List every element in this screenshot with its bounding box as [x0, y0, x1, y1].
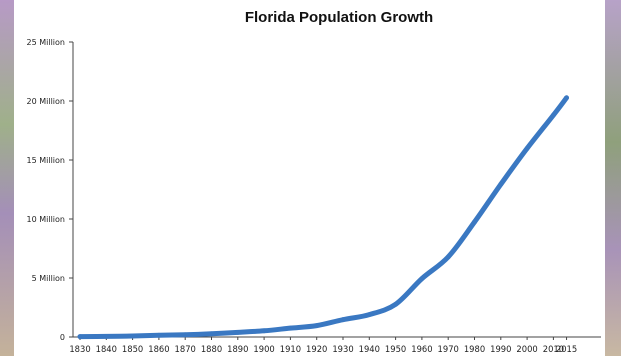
- data-point: [551, 112, 556, 118]
- x-tick-label: 1860: [148, 344, 169, 354]
- data-point: [182, 332, 188, 338]
- chart-card: Florida Population Growth 0 5 Million 10 M…: [14, 0, 605, 356]
- x-tick-label: 1910: [280, 344, 301, 354]
- x-tick-label: 2010: [543, 344, 564, 354]
- x-tick-label: 1900: [253, 344, 274, 354]
- data-point: [235, 330, 241, 335]
- data-point: [261, 328, 267, 334]
- x-tick-label: 1930: [332, 344, 353, 354]
- population-series-line: [77, 95, 569, 340]
- data-point: [366, 312, 372, 317]
- data-point: [77, 334, 83, 339]
- data-point: [445, 254, 451, 260]
- x-tick-label: 1880: [201, 344, 222, 354]
- chart-title: Florida Population Growth: [245, 9, 433, 26]
- data-point: [564, 95, 569, 101]
- y-tick-label: 0: [60, 333, 65, 342]
- data-point: [156, 332, 162, 338]
- x-tick-label: 1940: [359, 344, 380, 354]
- x-tick-label: 1850: [122, 344, 143, 354]
- data-point: [393, 301, 398, 307]
- x-tick-label: 2000: [516, 344, 537, 354]
- x-tick-label: 1830: [69, 344, 90, 354]
- y-tick-label: 15 Million: [27, 156, 65, 165]
- data-point: [209, 331, 214, 337]
- x-tick-label: 1980: [464, 344, 485, 354]
- population-line-chart: Florida Population Growth 0 5 Million 10 M…: [27, 9, 601, 354]
- background-left-edge: [0, 0, 14, 356]
- background-right-edge: [605, 0, 621, 356]
- y-tick-label: 10 Million: [27, 215, 65, 224]
- x-tick-label: 1950: [385, 344, 406, 354]
- y-tick-label: 25 Million: [27, 38, 65, 47]
- series-group: [77, 95, 569, 340]
- x-tick-label: 1890: [227, 344, 248, 354]
- data-point: [130, 333, 135, 339]
- data-point: [340, 317, 346, 323]
- x-tick-label: 1920: [306, 344, 327, 354]
- y-tick-label: 20 Million: [27, 97, 65, 106]
- x-tick-label: 2015: [556, 344, 577, 354]
- data-point: [288, 325, 293, 331]
- x-tick-label: 1840: [96, 344, 117, 354]
- y-axis: 0 5 Million 10 Million 15 Million 20 Million…: [27, 38, 74, 342]
- x-tick-label: 1960: [411, 344, 432, 354]
- data-point: [498, 181, 504, 187]
- data-point: [419, 276, 425, 281]
- data-point: [472, 219, 477, 225]
- y-tick-label: 5 Million: [32, 274, 65, 283]
- data-point: [103, 334, 109, 339]
- x-tick-label: 1870: [175, 344, 196, 354]
- data-point: [524, 146, 530, 151]
- x-axis: 1830 1840 1850 1860 1870 1880 1890 1900 1910 1920…: [69, 336, 601, 354]
- x-tick-label: 1990: [490, 344, 511, 354]
- data-point: [314, 323, 320, 328]
- x-tick-label: 1970: [438, 344, 459, 354]
